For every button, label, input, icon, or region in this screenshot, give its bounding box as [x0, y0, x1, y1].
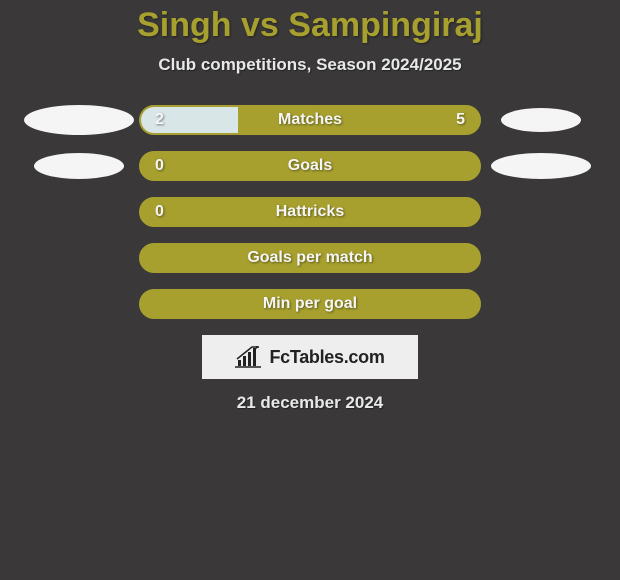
stat-left-value: 0 [155, 203, 164, 221]
right-ellipse [501, 108, 581, 132]
comparison-infographic: Singh vs Sampingiraj Club competitions, … [0, 0, 620, 580]
stat-row: Goals per match [0, 243, 620, 273]
stat-bar: Min per goal [139, 289, 481, 319]
stat-rows: 2 Matches 5 0 Goals 0 Hattricks Goals per match… [0, 105, 620, 319]
left-ellipse-slot [19, 153, 139, 179]
right-ellipse-slot [481, 153, 601, 179]
stat-bar: 0 Goals [139, 151, 481, 181]
page-title: Singh vs Sampingiraj [0, 0, 620, 45]
stat-left-value: 2 [155, 111, 164, 129]
stat-bar: 0 Hattricks [139, 197, 481, 227]
chart-icon [235, 346, 263, 368]
stat-row: 2 Matches 5 [0, 105, 620, 135]
stat-row: 0 Hattricks [0, 197, 620, 227]
left-ellipse-slot [19, 105, 139, 135]
left-ellipse [34, 153, 124, 179]
stat-label: Goals per match [247, 249, 372, 267]
right-ellipse-slot [481, 108, 601, 132]
stat-row: 0 Goals [0, 151, 620, 181]
stat-bar: 2 Matches 5 [139, 105, 481, 135]
date-label: 21 december 2024 [0, 393, 620, 413]
stat-label: Min per goal [263, 295, 357, 313]
stat-left-value: 0 [155, 157, 164, 175]
stat-label: Matches [278, 111, 342, 129]
stat-right-value: 5 [456, 111, 465, 129]
brand-logo: FcTables.com [202, 335, 418, 379]
stat-row: Min per goal [0, 289, 620, 319]
subtitle: Club competitions, Season 2024/2025 [0, 55, 620, 75]
brand-name: FcTables.com [269, 347, 384, 368]
stat-label: Goals [288, 157, 332, 175]
stat-bar: Goals per match [139, 243, 481, 273]
left-ellipse [24, 105, 134, 135]
stat-label: Hattricks [276, 203, 344, 221]
right-ellipse [491, 153, 591, 179]
